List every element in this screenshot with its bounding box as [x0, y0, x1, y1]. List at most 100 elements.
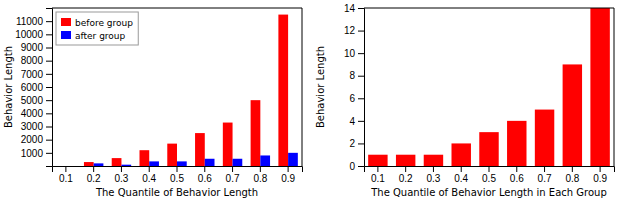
legend-swatch	[61, 18, 71, 26]
x-axis-title: The Quantile of Behavior Length	[95, 187, 258, 198]
x-tick: 0.2	[87, 166, 101, 184]
y-tick-mark	[46, 74, 52, 75]
x-tick: 0.4	[142, 166, 156, 184]
y-tick: 3000	[21, 121, 52, 132]
y-tick-mark	[358, 121, 364, 122]
x-tick-mark	[149, 166, 150, 172]
bar	[251, 100, 261, 166]
x-tick: 0.3	[114, 166, 128, 184]
x-axis-line	[53, 167, 303, 173]
x-tick-label: 0.2	[399, 173, 413, 184]
y-tick: 12	[344, 25, 364, 36]
x-tick: 0.8	[565, 166, 579, 184]
bar	[479, 132, 498, 166]
bar	[260, 155, 270, 166]
y-tick: 2000	[21, 134, 52, 145]
x-tick-label: 0.6	[198, 173, 212, 184]
y-tick-mark	[358, 76, 364, 77]
x-tick-mark	[65, 166, 66, 172]
legend-frame	[56, 12, 138, 45]
x-tick-mark	[377, 166, 378, 172]
frame	[364, 8, 614, 9]
y-tick-label: 3000	[21, 121, 44, 132]
x-tick-mark	[93, 166, 94, 172]
y-tick-label: 14	[344, 3, 356, 14]
x-tick-mark	[405, 166, 406, 172]
x-tick-label: 0.1	[59, 173, 73, 184]
y-tick-label: 1000	[21, 148, 44, 159]
x-tick: 0.7	[538, 166, 552, 184]
bar	[195, 133, 205, 166]
y-tick-mark	[358, 166, 364, 167]
y-axis-title: Behavior Length	[3, 46, 14, 128]
bar	[278, 15, 288, 166]
bar	[368, 155, 387, 166]
x-tick-label: 0.3	[426, 173, 440, 184]
legend-swatch	[61, 31, 71, 39]
frame	[302, 8, 303, 166]
x-tick: 0.6	[510, 166, 524, 184]
y-tick-mark	[46, 34, 52, 35]
x-axis-title: The Quantile of Behavior Length in Each …	[370, 187, 607, 198]
x-tick-mark	[232, 166, 233, 172]
bar	[140, 150, 150, 166]
frame	[52, 8, 302, 9]
y-tick-label: 10	[344, 48, 356, 59]
y-tick: 0	[349, 161, 364, 172]
x-tick: 0.2	[399, 166, 413, 184]
y-tick: 4000	[21, 108, 52, 119]
bar	[94, 163, 104, 166]
y-tick: 5000	[21, 95, 52, 106]
x-tick-mark	[572, 166, 573, 172]
y-tick: 10000	[15, 29, 52, 40]
y-tick-label: 4000	[21, 108, 44, 119]
y-tick-label: 5000	[21, 95, 44, 106]
panel: 1000200030004000500060007000800090001000…	[3, 8, 303, 198]
x-tick-label: 0.7	[538, 173, 552, 184]
figure: 1000200030004000500060007000800090001000…	[0, 0, 624, 200]
y-tick-mark	[358, 143, 364, 144]
y-tick-label: 9000	[21, 42, 44, 53]
x-tick-label: 0.8	[253, 173, 267, 184]
bar	[223, 123, 233, 166]
bar	[121, 165, 131, 166]
y-tick-mark	[358, 98, 364, 99]
x-tick-mark	[260, 166, 261, 172]
y-tick-mark	[46, 48, 52, 49]
x-tick: 0.5	[170, 166, 184, 184]
legend: before group after group	[56, 12, 138, 45]
bar	[66, 166, 76, 167]
x-tick: 0.9	[593, 166, 607, 184]
y-tick: 14	[344, 3, 364, 14]
y-tick-label: 7000	[21, 69, 44, 80]
x-tick-label: 0.6	[510, 173, 524, 184]
bar	[535, 110, 554, 166]
bar	[112, 158, 122, 166]
x-tick-label: 0.1	[371, 173, 385, 184]
y-axis-line	[358, 9, 365, 167]
y-tick-label: 8	[349, 70, 355, 81]
x-tick-mark	[121, 166, 122, 172]
y-tick-mark	[46, 140, 52, 141]
x-tick-label: 0.4	[454, 173, 468, 184]
legend-item: after group	[61, 31, 126, 41]
x-tick-label: 0.7	[226, 173, 240, 184]
bar	[424, 155, 443, 166]
legend-label: before group	[75, 18, 133, 28]
y-tick-mark	[46, 61, 52, 62]
y-tick-label: 2000	[21, 134, 44, 145]
y-tick: 7000	[21, 69, 52, 80]
y-tick: 6000	[21, 82, 52, 93]
x-tick: 0.1	[59, 166, 73, 184]
y-tick: 1000	[21, 148, 52, 159]
bar	[167, 144, 177, 166]
y-tick-mark	[46, 153, 52, 154]
y-tick-label: 4	[349, 116, 355, 127]
y-tick-mark	[46, 87, 52, 88]
y-tick-label: 6000	[21, 82, 44, 93]
legend-item: before group	[61, 18, 133, 28]
x-tick-mark	[600, 166, 601, 172]
bar	[590, 8, 609, 166]
bar	[84, 162, 94, 166]
x-tick: 0.9	[281, 166, 295, 184]
